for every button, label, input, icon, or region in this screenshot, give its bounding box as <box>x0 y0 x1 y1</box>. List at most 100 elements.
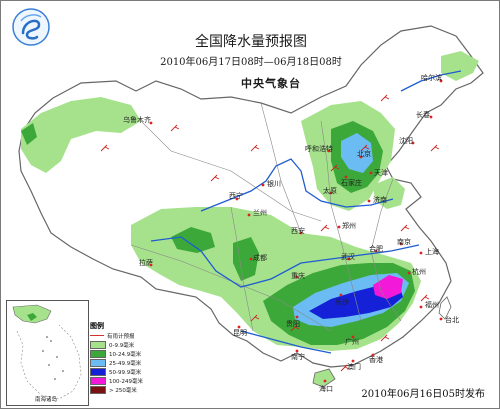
city-dot <box>323 379 327 383</box>
city-label-taiyuan: 太原 <box>323 187 337 195</box>
city-label-hefei: 合肥 <box>369 245 383 253</box>
south-china-sea-inset: 南海诸岛 <box>6 300 89 406</box>
city-dot <box>295 275 299 279</box>
city-dot <box>295 349 299 353</box>
legend-label: 有雨计预报 <box>107 333 135 340</box>
city-dot <box>295 315 299 319</box>
city-label-macao: 澳门 <box>347 363 361 371</box>
wind-barb <box>250 314 260 322</box>
city-label-shanghai: 上海 <box>425 248 439 256</box>
moderate-rain-west <box>21 123 37 145</box>
city-label-chengdu: 成都 <box>253 254 267 262</box>
legend-item: > 250毫米 <box>90 385 137 394</box>
city-label-fuzhou: 福州 <box>425 301 439 309</box>
map-title: 全国降水量预报图 <box>195 34 307 50</box>
city-dot <box>344 175 348 179</box>
city-dot <box>149 263 153 267</box>
city-dot <box>351 335 355 339</box>
city-label-wuhan: 武汉 <box>341 253 355 261</box>
legend-swatch <box>90 358 106 367</box>
city-dot <box>237 325 241 329</box>
wind-barb <box>430 144 440 152</box>
city-label-harbin: 哈尔滨 <box>421 74 442 82</box>
province-border <box>320 120 362 322</box>
legend-swatch <box>90 385 106 394</box>
wind-barb <box>420 294 430 302</box>
moderate-rain-sichuan <box>171 227 215 253</box>
release-time: 2010年06月16日05时发布 <box>361 389 485 400</box>
legend-item: 有雨计预报 <box>90 331 135 340</box>
wind-barb <box>400 224 410 232</box>
city-dot <box>399 242 403 246</box>
legend-swatch <box>90 367 106 376</box>
city-label-shenyang: 沈阳 <box>399 137 413 145</box>
songhua-river <box>400 70 462 92</box>
city-dot <box>411 141 415 145</box>
city-dot <box>261 183 265 187</box>
city-dot <box>369 171 373 175</box>
wind-barb <box>170 124 180 132</box>
city-label-xian: 西安 <box>291 227 305 235</box>
wind-barb <box>380 334 390 342</box>
city-dot <box>419 305 423 309</box>
province-border <box>370 178 402 322</box>
legend-swatch <box>90 340 106 349</box>
city-label-jinan: 济南 <box>373 196 387 204</box>
city-dot <box>419 251 423 255</box>
city-dot <box>351 359 355 363</box>
city-dot <box>235 197 239 201</box>
legend-title: 图例 <box>90 322 104 330</box>
wind-barb <box>380 94 390 102</box>
city-label-taipei: 台北 <box>445 316 459 324</box>
city-dot <box>149 121 153 125</box>
cma-logo-icon <box>12 8 50 46</box>
city-dot <box>367 199 371 203</box>
city-dot <box>249 257 253 261</box>
wind-barb <box>330 164 340 172</box>
inset-map <box>12 304 82 400</box>
wind-barb <box>320 224 330 232</box>
wind-barb <box>340 364 350 372</box>
city-label-hongkong: 香港 <box>369 356 383 364</box>
taiwan-island <box>438 296 452 320</box>
province-border <box>230 206 254 332</box>
light-rain-east <box>373 177 405 209</box>
city-dot <box>327 149 331 153</box>
legend-item: 0-9.9毫米 <box>90 340 134 349</box>
moderate-rain-chengdu <box>233 237 259 281</box>
city-label-xining: 西宁 <box>229 192 243 200</box>
city-label-yinchuan: 银川 <box>267 180 281 188</box>
city-dot <box>347 257 351 261</box>
city-label-beijing: 北京 <box>357 150 371 158</box>
city-label-shijiazhuang: 石家庄 <box>341 179 362 187</box>
legend-swatch <box>90 335 104 336</box>
legend-label: > 250毫米 <box>109 387 137 394</box>
legend-label: 100-249毫米 <box>109 378 143 385</box>
city-dot <box>439 317 443 321</box>
city-label-haikou: 海口 <box>319 385 333 393</box>
city-dot <box>337 225 341 229</box>
city-dot <box>339 293 343 297</box>
legend-item: 100-249毫米 <box>90 376 143 385</box>
city-dot <box>429 115 433 119</box>
city-label-guiyang: 贵阳 <box>286 320 300 328</box>
city-label-kunming: 昆明 <box>233 329 247 337</box>
light-rain-northwest <box>21 97 141 173</box>
city-label-zhengzhou: 郑州 <box>342 222 356 230</box>
legend-label: 50-99.9毫米 <box>109 369 142 376</box>
city-dot <box>247 213 251 217</box>
city-dot <box>371 353 375 357</box>
legend-swatch <box>90 349 106 358</box>
forecast-period: 2010年06月17日08时—06月18日08时 <box>160 57 342 68</box>
wind-barb <box>290 324 300 332</box>
legend-label: 10-24.9毫米 <box>109 351 142 358</box>
wind-barb <box>360 144 370 152</box>
province-border <box>140 120 322 222</box>
heavy-rain-north <box>341 133 373 173</box>
city-dot <box>329 191 333 195</box>
city-label-hangzhou: 杭州 <box>412 268 426 276</box>
city-dot <box>374 249 378 253</box>
city-label-hohhot: 呼和浩特 <box>305 145 333 153</box>
city-label-changsha: 长沙 <box>335 298 349 306</box>
